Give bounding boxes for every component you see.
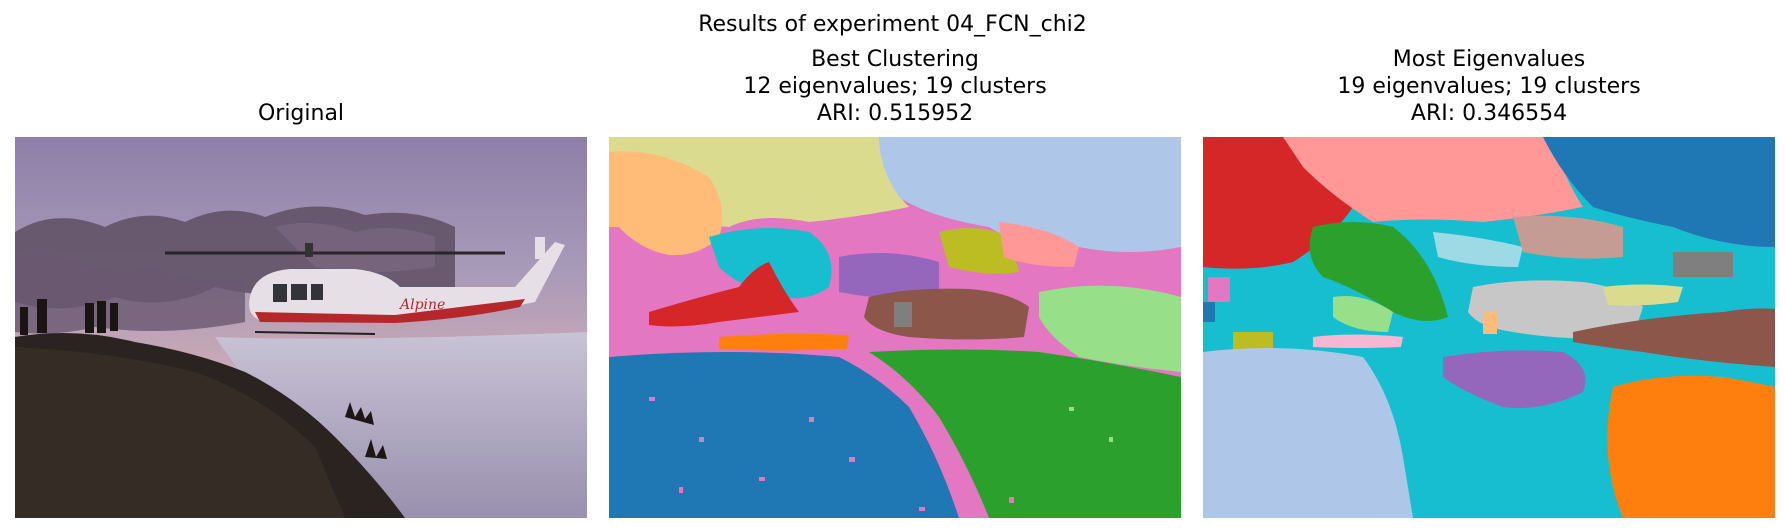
- helicopter: Alpine: [165, 237, 565, 335]
- panel-title-line: 19 eigenvalues; 19 clusters: [1337, 74, 1641, 99]
- person-silhouette: [37, 299, 47, 333]
- person-silhouette: [110, 303, 118, 331]
- figure-suptitle: Results of experiment 04_FCN_chi2: [698, 12, 1087, 37]
- original-photo: Alpine: [15, 137, 587, 518]
- panel-title: Best Clustering 12 eigenvalues; 19 clust…: [609, 46, 1181, 127]
- panel-title-line: ARI: 0.515952: [816, 101, 974, 126]
- segmentation-map-best: [609, 137, 1181, 518]
- helicopter-lettering: Alpine: [398, 297, 445, 313]
- panel-title: Most Eigenvalues 19 eigenvalues; 19 clus…: [1203, 46, 1775, 127]
- panel-title-line: 12 eigenvalues; 19 clusters: [743, 74, 1047, 99]
- panel-title: Original: [15, 100, 587, 127]
- panel-title-line: Original: [257, 101, 345, 126]
- segmentation-map-most-eigenvalues: [1203, 137, 1775, 518]
- person-silhouette: [97, 301, 106, 333]
- person-silhouette: [20, 307, 28, 335]
- person-silhouette: [85, 303, 94, 333]
- panel-title-line: Best Clustering: [811, 47, 979, 72]
- panel-title-line: Most Eigenvalues: [1392, 47, 1586, 72]
- panel-title-line: ARI: 0.346554: [1410, 101, 1568, 126]
